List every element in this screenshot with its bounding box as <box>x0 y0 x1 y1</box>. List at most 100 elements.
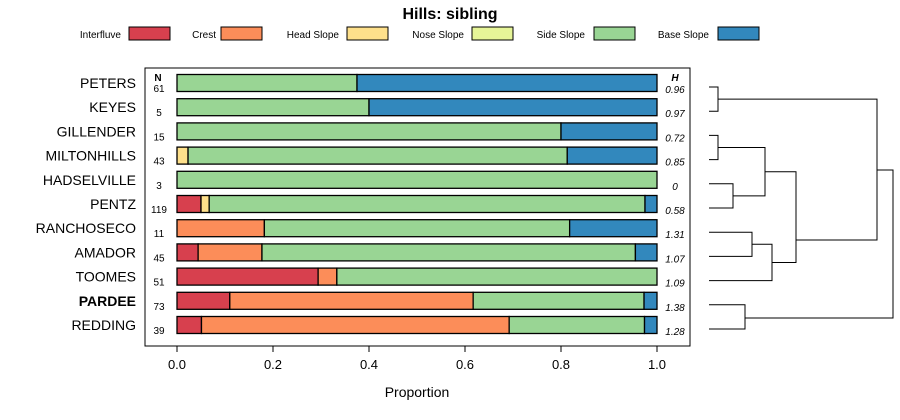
row-hadselville: HADSELVILLE 3 0 <box>43 170 678 193</box>
x-tick-label-2: 0.4 <box>360 357 378 372</box>
bar-segment-miltonhills-base-slope <box>566 146 658 165</box>
plot-frame <box>144 67 691 347</box>
n-value-miltonhills: 43 <box>153 157 165 168</box>
dendrogram-branch-1 <box>709 134 719 161</box>
n-value-ranchoseco: 11 <box>154 229 165 240</box>
row-label-keyes: KEYES <box>89 99 136 115</box>
bar-segment-ranchoseco-side-slope <box>263 219 571 238</box>
row-label-amador: AMADOR <box>75 244 136 260</box>
row-label-redding: REDDING <box>71 317 136 333</box>
legend: Interfluve Crest Head Slope Nose Slope Side … <box>80 26 760 41</box>
h-value-pardee: 1.38 <box>665 303 685 314</box>
bar-segment-peters-base-slope <box>356 73 658 93</box>
n-column-header: N <box>154 73 161 84</box>
dendrogram-branch-4 <box>709 304 746 330</box>
n-value-gillender: 15 <box>153 132 165 143</box>
bar-segment-redding-base-slope <box>643 315 658 335</box>
row-label-peters: PETERS <box>80 75 136 91</box>
row-label-hadselville: HADSELVILLE <box>43 172 136 188</box>
bar-segment-gillender-side-slope <box>176 122 562 141</box>
n-value-pardee: 73 <box>153 302 165 313</box>
x-tick-label-1: 0.2 <box>264 357 282 372</box>
row-label-miltonhills: MILTONHILLS <box>45 148 136 164</box>
h-value-ranchoseco: 1.31 <box>665 230 684 241</box>
n-value-keyes: 5 <box>156 108 162 119</box>
bar-segment-keyes-side-slope <box>176 98 370 117</box>
dendrogram-branch-5 <box>718 147 766 197</box>
row-label-gillender: GILLENDER <box>57 123 136 139</box>
row-pentz: PENTZ 119 0.58 <box>90 194 685 217</box>
row-ranchoseco: RANCHOSECO 11 1.31 <box>36 219 685 241</box>
legend-label-interfluve: Interfluve <box>80 30 122 41</box>
bar-segment-miltonhills-head-slope <box>176 146 189 165</box>
legend-swatch-side-slope <box>593 26 636 41</box>
dendrogram <box>709 86 894 330</box>
h-value-amador: 1.07 <box>665 254 685 265</box>
x-tick-label-0: 0.0 <box>168 357 186 372</box>
dendrogram-branch-6 <box>709 243 773 282</box>
row-miltonhills: MILTONHILLS 43 0.85 <box>45 146 685 169</box>
bar-segment-toomes-crest <box>317 267 338 286</box>
bar-segment-toomes-interfluve <box>176 267 319 286</box>
bar-segment-toomes-side-slope <box>336 267 658 286</box>
legend-label-nose-slope: Nose Slope <box>412 30 464 41</box>
bar-segment-amador-interfluve <box>176 243 199 262</box>
bar-segment-redding-side-slope <box>508 315 646 335</box>
h-value-peters: 0.96 <box>665 85 685 96</box>
legend-label-side-slope: Side Slope <box>537 30 586 41</box>
bar-segment-keyes-base-slope <box>368 98 658 117</box>
x-tick-label-4: 0.8 <box>552 357 570 372</box>
row-amador: AMADOR 45 1.07 <box>75 243 685 265</box>
legend-swatch-interfluve <box>128 26 171 41</box>
bar-segment-pentz-head-slope <box>200 194 210 214</box>
bar-segment-pardee-crest <box>229 291 474 310</box>
h-value-gillender: 0.72 <box>665 133 685 144</box>
bar-segment-amador-base-slope <box>634 243 658 262</box>
h-value-miltonhills: 0.85 <box>665 158 685 169</box>
legend-swatch-crest <box>220 26 263 41</box>
bar-segment-miltonhills-side-slope <box>187 146 568 165</box>
row-peters: PETERS 61 0.96 <box>80 73 685 96</box>
row-label-pentz: PENTZ <box>90 196 136 212</box>
bar-segment-pentz-base-slope <box>644 194 658 214</box>
row-toomes: TOOMES 51 1.09 <box>76 267 685 290</box>
bar-segment-hadselville-side-slope <box>176 170 658 189</box>
bar-segment-pardee-interfluve <box>176 291 231 310</box>
dendrogram-branch-9 <box>745 169 894 319</box>
legend-label-base-slope: Base Slope <box>658 30 710 41</box>
dendrogram-branch-3 <box>709 231 753 257</box>
legend-label-head-slope: Head Slope <box>287 30 340 41</box>
dendrogram-branch-2 <box>709 183 734 209</box>
bar-segment-peters-side-slope <box>176 73 358 93</box>
row-pardee: PARDEE 73 1.38 <box>79 291 685 314</box>
row-label-pardee: PARDEE <box>79 293 136 309</box>
bar-segment-gillender-base-slope <box>560 122 658 141</box>
dendrogram-branch-8 <box>718 98 878 241</box>
bar-segment-ranchoseco-crest <box>176 219 266 238</box>
h-value-hadselville: 0 <box>672 182 678 193</box>
row-keyes: KEYES 5 0.97 <box>89 98 685 120</box>
bar-segment-ranchoseco-base-slope <box>568 219 658 238</box>
legend-swatch-base-slope <box>717 26 760 41</box>
dendrogram-branch-0 <box>709 86 719 112</box>
n-value-amador: 45 <box>153 253 165 264</box>
bar-segment-pentz-side-slope <box>208 194 646 214</box>
n-value-redding: 39 <box>153 326 165 337</box>
h-value-toomes: 1.09 <box>665 279 685 290</box>
h-column-header: H <box>671 73 679 84</box>
bar-segment-pardee-base-slope <box>643 291 658 310</box>
row-gillender: GILLENDER 15 0.72 <box>57 122 685 144</box>
bar-rows: PETERS 61 0.96 KEYES 5 0.97 GILLENDER 15 0.72 MIL… <box>36 73 685 338</box>
h-value-redding: 1.28 <box>665 327 685 338</box>
row-label-ranchoseco: RANCHOSECO <box>36 220 136 236</box>
row-label-toomes: TOOMES <box>76 269 136 285</box>
n-value-pentz: 119 <box>151 205 167 216</box>
bar-segment-pentz-interfluve <box>176 194 202 214</box>
x-tick-label-3: 0.6 <box>456 357 474 372</box>
n-value-hadselville: 3 <box>156 181 162 192</box>
bar-segment-redding-crest <box>200 315 510 335</box>
dendrogram-branch-7 <box>765 171 797 263</box>
x-axis: 0.0 0.2 0.4 0.6 0.8 1.0 <box>168 346 666 372</box>
n-value-peters: 61 <box>153 84 165 95</box>
